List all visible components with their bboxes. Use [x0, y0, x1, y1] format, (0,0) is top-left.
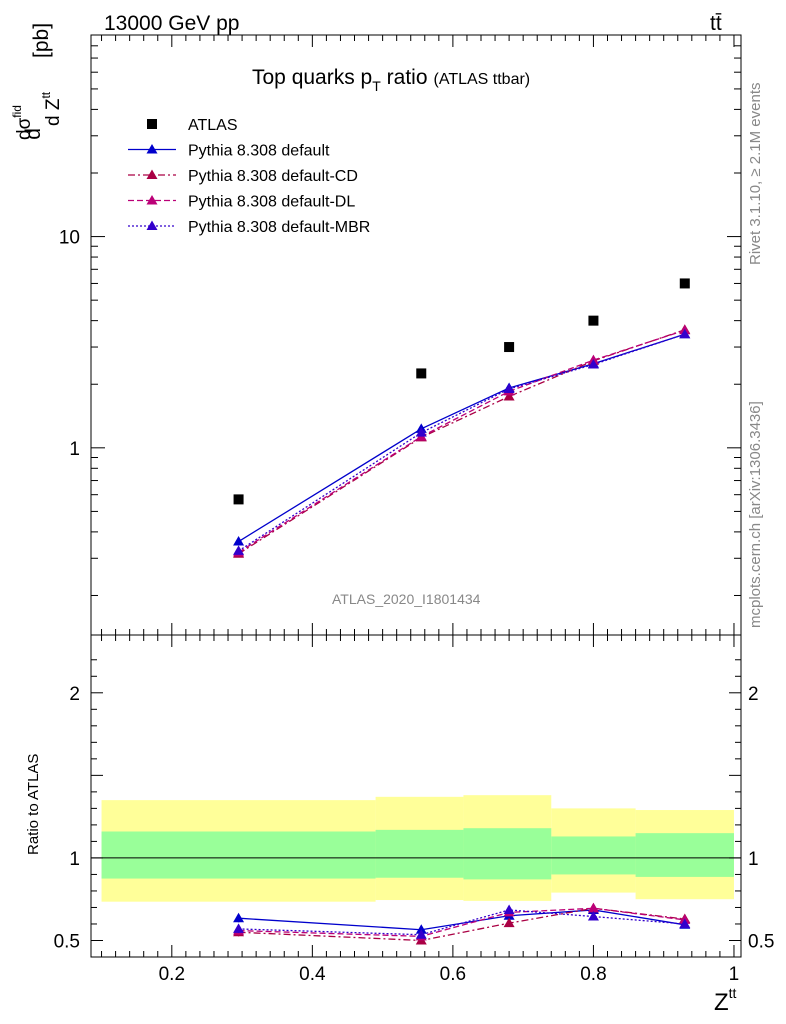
energy-label: 13000 GeV pp	[104, 12, 239, 35]
watermark: ATLAS_2020_I1801434	[332, 591, 481, 607]
inner-band-4	[635, 833, 734, 877]
legend-marker-3	[146, 195, 158, 205]
legend-marker-2	[146, 169, 158, 179]
legend-marker-4	[146, 220, 158, 230]
svg-text:d Ztt: d Ztt	[39, 91, 64, 126]
y-tick-label: 1	[69, 439, 80, 460]
ratio-point-0-0	[233, 912, 245, 923]
inner-band-3	[551, 836, 636, 875]
series-2-point-2	[503, 390, 515, 401]
ratio-y-tick-label-right: 1	[748, 849, 759, 870]
ratio-point-1-2	[503, 917, 515, 928]
ratio-line-0	[238, 909, 685, 931]
axes: 0.2 0.4 0.6 0.8 1 1 10 0.5 0.5 1 1 2 2	[54, 34, 774, 985]
inner-band-0	[101, 831, 376, 879]
ratio-y-tick-label-right: 0.5	[748, 931, 774, 952]
ratio-y-tick-label: 2	[69, 684, 80, 705]
ylabel-d1: d	[22, 128, 45, 140]
ylabel-dsig: dσ	[14, 117, 35, 140]
ylabel-fid: fid	[10, 105, 24, 118]
ratio-line-3	[238, 909, 685, 936]
series-line-3	[238, 329, 685, 553]
ratio-series-3	[233, 904, 691, 939]
series-4-point-1	[415, 427, 427, 437]
series-0	[233, 278, 690, 505]
atlas-point-2	[504, 342, 515, 353]
xlabel: Ztt	[714, 985, 737, 1016]
x-tick-label: 0.6	[440, 964, 466, 985]
legend-entry-2: Pythia 8.308 default-CD	[128, 168, 358, 185]
legend-marker-1	[146, 144, 158, 154]
ratio-point-3-4	[679, 918, 691, 928]
legend: ATLAS Pythia 8.308 default Pythia 8.308 de…	[128, 117, 370, 236]
xlabel-main: Z	[714, 989, 729, 1016]
series-4-point-3	[587, 358, 599, 369]
ylabel-tt: tt	[39, 91, 53, 98]
title-rest: ratio	[381, 66, 428, 89]
legend-marker-0	[147, 119, 157, 129]
x-tick-label: 0.4	[299, 964, 326, 985]
atlas-point-1	[416, 368, 427, 379]
ratio-y-tick-label-right: 2	[748, 684, 759, 705]
series-1-point-0	[233, 536, 245, 546]
x-tick-label: 0.8	[580, 964, 606, 985]
legend-label-0: ATLAS	[188, 117, 238, 134]
series-line-2	[238, 329, 685, 555]
ratio-uncertainty-bands	[101, 795, 734, 902]
ratio-y-tick-label: 1	[69, 849, 80, 870]
rivet-label: Rivet 3.1.10, ≥ 2.1M events	[747, 83, 764, 266]
legend-label-3: Pythia 8.308 default-DL	[188, 194, 355, 211]
main-ylabel: ddσfid d Ztt [pb]	[10, 23, 64, 140]
series-4-point-0	[233, 545, 245, 555]
x-tick-label: 1	[729, 964, 740, 985]
legend-entry-1: Pythia 8.308 default	[128, 143, 330, 160]
ratio-point-3-2	[503, 904, 515, 914]
main-series	[233, 278, 691, 558]
ratio-point-2-3	[587, 902, 599, 913]
ratio-point-3-3	[587, 911, 599, 921]
legend-label-2: Pythia 8.308 default-CD	[188, 168, 358, 185]
ratio-frame	[90, 634, 742, 958]
legend-entry-4: Pythia 8.308 default-MBR	[128, 219, 370, 236]
series-line-4	[238, 333, 685, 552]
series-4-point-2	[503, 383, 515, 393]
ratio-series-0	[233, 904, 691, 934]
y-tick-label: 10	[59, 228, 80, 249]
ratio-ylabel: Ratio to ATLAS	[25, 754, 42, 855]
series-3	[233, 324, 691, 557]
ratio-line-1	[238, 907, 685, 942]
ratio-point-3-1	[415, 929, 427, 939]
title-main: Top quarks p	[252, 66, 372, 89]
ylabel-unit: [pb]	[30, 23, 53, 58]
series-2	[233, 324, 691, 558]
inner-band-1	[375, 829, 464, 878]
ratio-series	[233, 902, 691, 945]
source-label: mcplots.cern.ch [arXiv:1306.3436]	[747, 401, 764, 628]
legend-label-4: Pythia 8.308 default-MBR	[188, 219, 370, 236]
chart-title: Top quarks pT ratio (ATLAS ttbar)	[252, 66, 530, 94]
legend-label-1: Pythia 8.308 default	[188, 143, 330, 160]
xlabel-sup: tt	[729, 985, 737, 1001]
legend-entry-0: ATLAS	[147, 117, 238, 134]
atlas-point-0	[233, 494, 244, 505]
atlas-point-3	[588, 315, 599, 326]
ratio-y-tick-label: 0.5	[54, 931, 80, 952]
atlas-point-4	[679, 278, 690, 289]
title-sub: T	[372, 78, 381, 94]
legend-entry-3: Pythia 8.308 default-DL	[128, 194, 355, 211]
ylabel-d2: d Z	[43, 98, 64, 126]
x-tick-label: 0.2	[159, 964, 185, 985]
process-label: tt̄	[710, 12, 722, 35]
series-4-point-4	[679, 328, 691, 339]
ratio-point-3-0	[233, 923, 245, 933]
series-4	[233, 328, 691, 555]
ratio-point-0-1	[415, 924, 427, 934]
inner-band-2	[463, 828, 552, 880]
svg-text:ddσfid: ddσfid	[10, 105, 45, 140]
title-suffix: (ATLAS ttbar)	[434, 71, 531, 88]
